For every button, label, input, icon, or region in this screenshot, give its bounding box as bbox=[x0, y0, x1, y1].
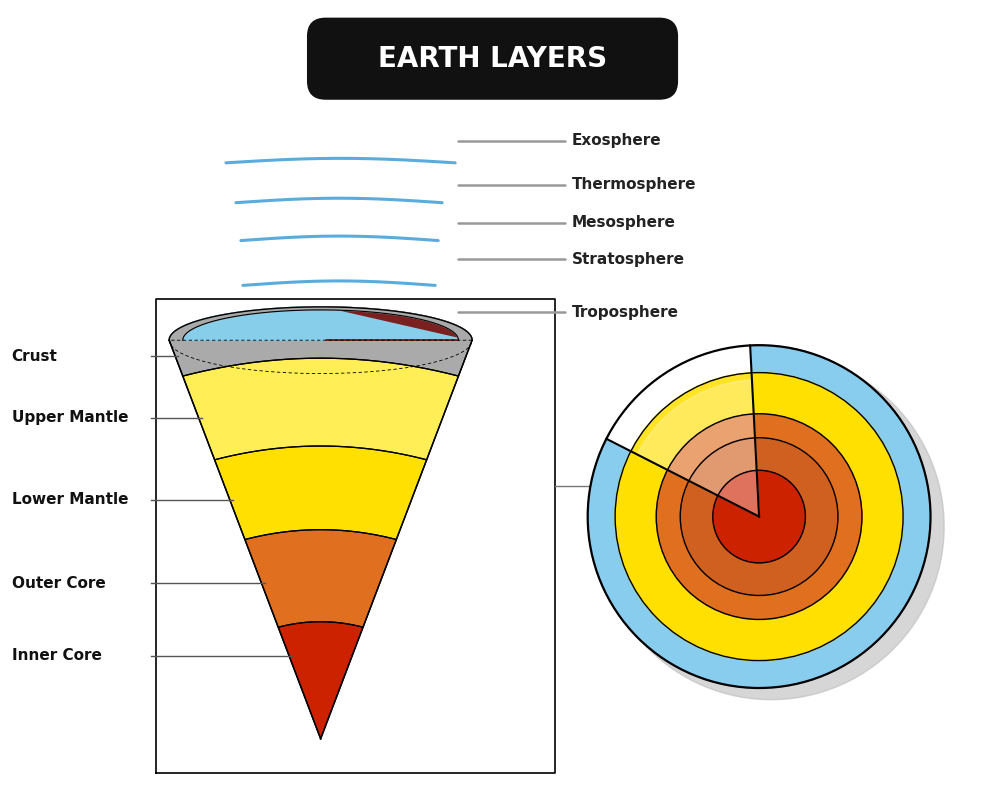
Text: Outer Core: Outer Core bbox=[12, 576, 105, 591]
Polygon shape bbox=[667, 414, 755, 481]
Polygon shape bbox=[245, 529, 396, 627]
Circle shape bbox=[713, 470, 805, 563]
Polygon shape bbox=[183, 358, 458, 460]
Polygon shape bbox=[278, 622, 363, 739]
Text: Stratosphere: Stratosphere bbox=[572, 252, 685, 267]
Text: Crust: Crust bbox=[12, 349, 58, 364]
Circle shape bbox=[615, 373, 903, 661]
Circle shape bbox=[680, 438, 838, 595]
FancyBboxPatch shape bbox=[308, 18, 677, 99]
Text: EARTH LAYERS: EARTH LAYERS bbox=[378, 45, 608, 73]
Polygon shape bbox=[603, 342, 759, 516]
Polygon shape bbox=[631, 373, 754, 470]
Text: Inner Core: Inner Core bbox=[12, 648, 102, 663]
Polygon shape bbox=[169, 321, 472, 376]
Text: Exosphere: Exosphere bbox=[572, 133, 661, 148]
Text: Thermosphere: Thermosphere bbox=[572, 177, 696, 192]
Text: Lower Mantle: Lower Mantle bbox=[12, 492, 128, 507]
Polygon shape bbox=[169, 307, 472, 340]
Polygon shape bbox=[169, 307, 472, 340]
Polygon shape bbox=[215, 446, 427, 540]
Polygon shape bbox=[689, 438, 757, 496]
Polygon shape bbox=[637, 380, 759, 516]
Text: Mesosphere: Mesosphere bbox=[572, 215, 676, 230]
Circle shape bbox=[656, 414, 862, 619]
Text: Upper Mantle: Upper Mantle bbox=[12, 411, 128, 425]
Text: Troposphere: Troposphere bbox=[572, 305, 679, 320]
Polygon shape bbox=[326, 307, 472, 340]
Polygon shape bbox=[718, 471, 759, 516]
Polygon shape bbox=[169, 307, 472, 340]
Circle shape bbox=[598, 354, 944, 699]
Circle shape bbox=[588, 345, 931, 688]
